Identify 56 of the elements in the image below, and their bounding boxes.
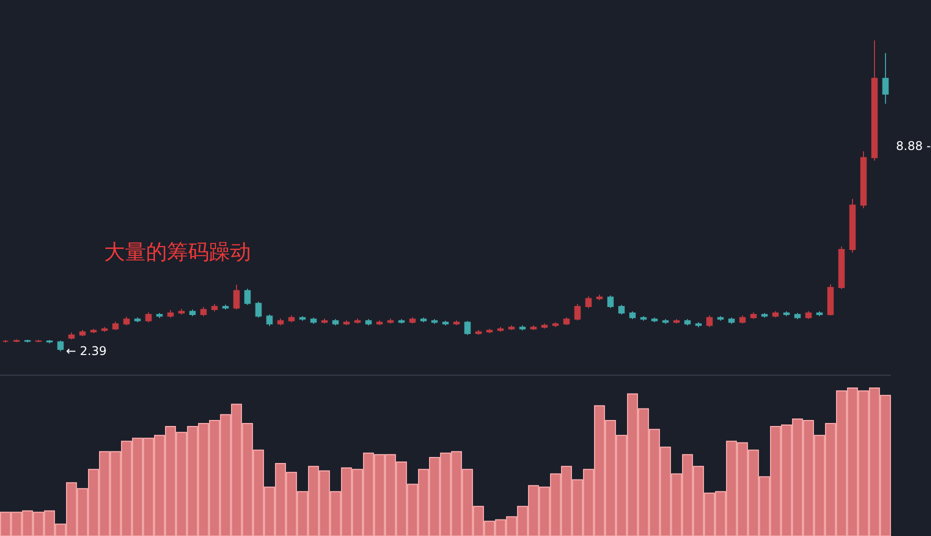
candlestick [651,317,658,323]
candlestick [211,303,218,312]
candlestick [255,301,262,318]
candlestick [464,320,471,336]
candlestick [145,312,152,323]
candlestick [409,316,416,324]
candlestick [871,40,878,162]
candlestick [585,296,592,308]
candlestick [2,340,9,343]
candlestick [354,318,361,324]
candlestick [288,314,295,323]
candlestick [57,340,64,352]
candlestick [200,306,207,317]
candlestick [332,318,339,326]
candlestick [563,316,570,326]
candlestick [574,303,581,321]
candlestick [431,318,438,324]
candlestick [860,150,867,209]
candlestick [244,288,251,306]
candlestick [123,316,130,326]
candlestick [266,314,273,327]
candlestick [310,317,317,324]
candlestick [398,318,405,324]
candlestick [24,339,31,343]
candlestick [387,318,394,324]
candlestick [420,317,427,323]
candlestick [277,318,284,326]
candlestick [442,320,449,326]
text: 8.88 - [896,139,931,153]
candlestick [684,318,691,326]
candlestick [838,246,845,290]
candlestick [739,314,746,324]
candlestick [112,321,119,331]
candlestick [365,318,372,326]
candlestick [728,317,735,324]
candlestick [541,323,548,329]
annotation: ← 2.39 [66,344,107,358]
candlestick [662,318,669,324]
candlestick [178,308,185,316]
candlestick [805,310,812,320]
candlestick [596,294,603,301]
candlestick [618,304,625,316]
annotation: 大量的筹码躁动 [104,240,251,264]
candlestick [706,314,713,328]
candlestick [772,310,779,318]
candlestick [167,310,174,318]
candlestick [79,330,86,337]
candlestick [673,318,680,324]
candlestick [68,332,75,340]
candlestick [882,52,889,104]
candlestick [827,284,834,316]
candlestick [607,295,614,308]
candlestick [849,198,856,254]
candlestick [321,318,328,324]
candlestick [13,338,20,343]
candlestick [233,284,240,310]
